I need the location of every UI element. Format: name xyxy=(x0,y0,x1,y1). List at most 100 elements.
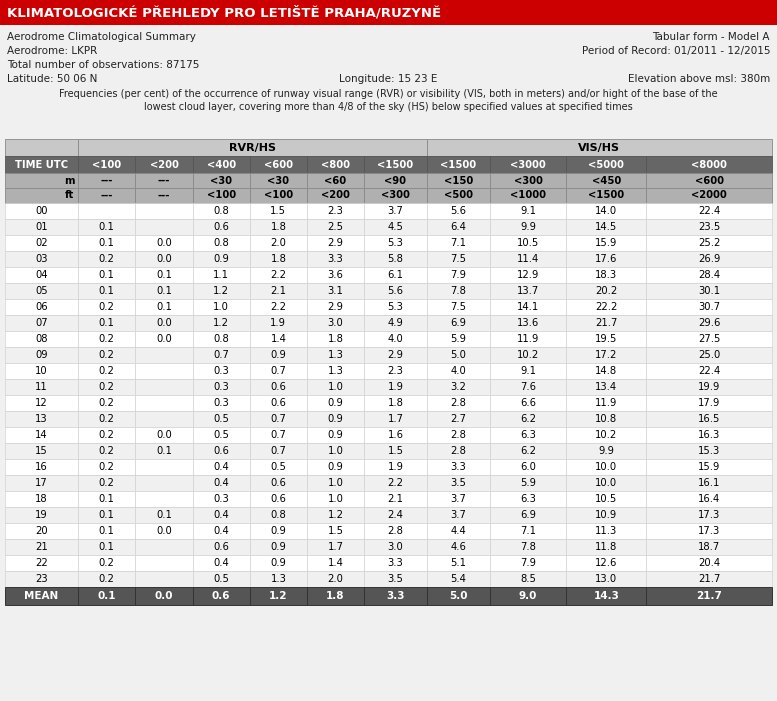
Text: 28.4: 28.4 xyxy=(699,270,720,280)
Text: 7.5: 7.5 xyxy=(450,254,466,264)
Text: 10.2: 10.2 xyxy=(517,350,539,360)
Text: 0.2: 0.2 xyxy=(99,574,115,584)
Bar xyxy=(364,347,427,363)
Bar xyxy=(193,267,249,283)
Text: KLIMATOLOGICKÉ PŘEHLEDY PRO LETIŠTĚ PRAHA/RUZYNĚ: KLIMATOLOGICKÉ PŘEHLEDY PRO LETIŠTĚ PRAH… xyxy=(7,6,441,19)
Text: <600: <600 xyxy=(695,175,723,186)
Text: 07: 07 xyxy=(35,318,48,328)
Text: 11.3: 11.3 xyxy=(595,526,618,536)
Text: 0.2: 0.2 xyxy=(99,350,115,360)
Bar xyxy=(307,443,364,459)
Bar xyxy=(566,156,646,173)
Text: 09: 09 xyxy=(35,350,48,360)
Bar xyxy=(135,507,193,523)
Bar xyxy=(364,443,427,459)
Bar xyxy=(427,315,490,331)
Text: 0.1: 0.1 xyxy=(156,446,172,456)
Bar xyxy=(249,203,307,219)
Bar xyxy=(427,475,490,491)
Text: 0.0: 0.0 xyxy=(155,591,173,601)
Text: 0.8: 0.8 xyxy=(213,238,229,248)
Bar xyxy=(566,363,646,379)
Text: 0.8: 0.8 xyxy=(270,510,286,520)
Bar xyxy=(78,267,135,283)
Bar xyxy=(490,267,566,283)
Bar xyxy=(135,363,193,379)
Text: 10.0: 10.0 xyxy=(595,462,618,472)
Bar xyxy=(249,235,307,251)
Text: 27.5: 27.5 xyxy=(698,334,720,344)
Bar xyxy=(249,188,307,203)
Text: 0.1: 0.1 xyxy=(99,270,115,280)
Text: 1.0: 1.0 xyxy=(328,446,343,456)
Bar xyxy=(249,347,307,363)
Text: 1.4: 1.4 xyxy=(270,334,286,344)
Text: 4.0: 4.0 xyxy=(388,334,403,344)
Text: <5000: <5000 xyxy=(588,160,625,170)
Bar xyxy=(78,203,135,219)
Text: 11.8: 11.8 xyxy=(595,542,618,552)
Bar xyxy=(5,315,78,331)
Bar xyxy=(249,539,307,555)
Text: 17.6: 17.6 xyxy=(595,254,618,264)
Text: Aerodrome Climatological Summary: Aerodrome Climatological Summary xyxy=(7,32,196,42)
Bar xyxy=(490,539,566,555)
Text: 3.3: 3.3 xyxy=(328,254,343,264)
Bar xyxy=(193,555,249,571)
Text: <1500: <1500 xyxy=(588,191,625,200)
Bar xyxy=(135,315,193,331)
Text: 3.1: 3.1 xyxy=(328,286,343,296)
Bar xyxy=(490,587,566,605)
Bar xyxy=(193,411,249,427)
Text: 15: 15 xyxy=(35,446,48,456)
Bar xyxy=(646,235,772,251)
Bar xyxy=(364,411,427,427)
Text: lowest cloud layer, covering more than 4/8 of the sky (HS) below specified value: lowest cloud layer, covering more than 4… xyxy=(144,102,633,112)
Text: 6.9: 6.9 xyxy=(450,318,466,328)
Bar xyxy=(249,283,307,299)
Bar xyxy=(490,173,566,188)
Text: 19: 19 xyxy=(35,510,48,520)
Text: 0.1: 0.1 xyxy=(99,526,115,536)
Text: 0.3: 0.3 xyxy=(213,398,229,408)
Bar xyxy=(78,347,135,363)
Bar xyxy=(78,571,135,587)
Text: 6.3: 6.3 xyxy=(520,494,536,504)
Text: 1.5: 1.5 xyxy=(270,206,287,216)
Bar xyxy=(78,395,135,411)
Bar xyxy=(193,299,249,315)
Bar xyxy=(566,507,646,523)
Text: 6.6: 6.6 xyxy=(520,398,536,408)
Bar xyxy=(427,555,490,571)
Text: 11: 11 xyxy=(35,382,48,392)
Text: 3.2: 3.2 xyxy=(451,382,466,392)
Text: 5.3: 5.3 xyxy=(388,302,403,312)
Text: <1500: <1500 xyxy=(378,160,413,170)
Bar xyxy=(249,555,307,571)
Bar xyxy=(249,475,307,491)
Text: 16.3: 16.3 xyxy=(698,430,720,440)
Bar xyxy=(135,587,193,605)
Text: 1.2: 1.2 xyxy=(213,318,229,328)
Bar xyxy=(364,219,427,235)
Bar xyxy=(78,139,427,156)
Bar xyxy=(646,219,772,235)
Bar xyxy=(646,587,772,605)
Bar xyxy=(5,347,78,363)
Text: <60: <60 xyxy=(325,175,347,186)
Bar xyxy=(307,315,364,331)
Text: 2.1: 2.1 xyxy=(270,286,287,296)
Text: 0.0: 0.0 xyxy=(156,334,172,344)
Bar xyxy=(427,267,490,283)
Bar xyxy=(249,219,307,235)
Bar xyxy=(427,523,490,539)
Text: 0.9: 0.9 xyxy=(270,526,286,536)
Bar xyxy=(646,188,772,203)
Text: 0.4: 0.4 xyxy=(213,558,229,568)
Text: 1.5: 1.5 xyxy=(328,526,343,536)
Text: <150: <150 xyxy=(444,175,473,186)
Bar xyxy=(135,251,193,267)
Text: 0.2: 0.2 xyxy=(99,302,115,312)
Bar xyxy=(193,173,249,188)
Bar xyxy=(249,571,307,587)
